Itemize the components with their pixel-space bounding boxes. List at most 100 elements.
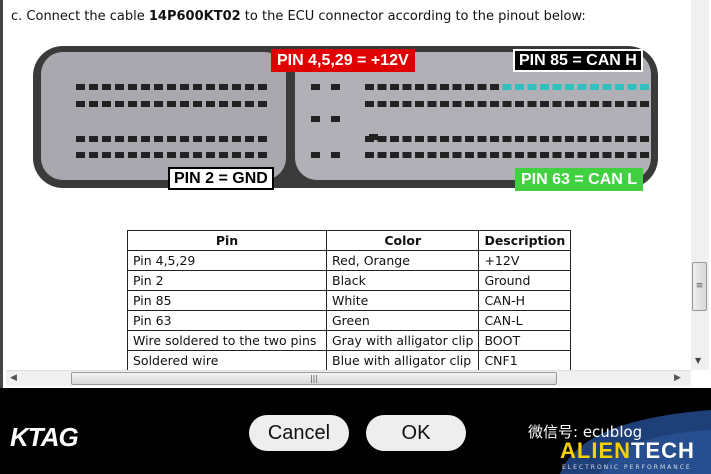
connector-pin: [206, 136, 215, 142]
connector-pin: [615, 84, 624, 90]
connector-pin: [193, 152, 202, 158]
scroll-right-arrow[interactable]: ▶: [674, 373, 681, 383]
scroll-left-arrow[interactable]: ◀: [10, 373, 17, 383]
connector-pin: [258, 136, 267, 142]
connector-pin: [452, 101, 462, 107]
connector-pin: [427, 136, 437, 142]
connector-pin: [515, 152, 524, 158]
callout-power: PIN 4,5,29 = +12V: [271, 49, 415, 72]
callout-can-l: PIN 63 = CAN L: [515, 168, 644, 191]
connector-pin: [602, 136, 612, 142]
connector-pin: [527, 84, 537, 90]
alientech-tagline: ELECTRONIC PERFORMANCE: [562, 464, 692, 471]
connector-pin: [615, 152, 624, 158]
connector-pin: [502, 152, 512, 158]
connector-pin: [128, 136, 137, 142]
callout-gnd: PIN 2 = GND: [168, 167, 274, 190]
cell-color: Red, Orange: [325, 250, 480, 271]
connector-pin: [128, 101, 137, 107]
connector-pin: [180, 136, 189, 142]
connector-pin: [415, 84, 424, 90]
connector-pin: [615, 136, 624, 142]
connector-pin: [477, 136, 487, 142]
connector-pin: [115, 136, 124, 142]
horizontal-scrollbar[interactable]: ◀ ||| ▶: [6, 370, 691, 386]
cell-pin: Pin 63: [127, 310, 327, 331]
wechat-watermark: 微信号: ecublog: [528, 423, 643, 441]
connector-pin: [527, 136, 537, 142]
connector-pin: [415, 136, 424, 142]
connector-pin: [102, 84, 111, 90]
connector-pin: [245, 101, 254, 107]
connector-pin: [365, 84, 374, 90]
connector-pin: [640, 101, 649, 107]
connector-pin: [565, 136, 574, 142]
table-row: Wire soldered to the two pins Gray with a…: [127, 330, 572, 351]
connector-pin: [193, 101, 202, 107]
table-row: Pin 2 Black Ground: [127, 270, 572, 291]
connector-pin: [128, 84, 137, 90]
connector-pin: [540, 136, 549, 142]
table-row: Pin 4,5,29 Red, Orange +12V: [127, 250, 572, 271]
cell-pin: Soldered wire: [127, 350, 327, 371]
cell-pin: Pin 85: [127, 290, 327, 311]
connector-pin: [245, 136, 254, 142]
connector-pin: [540, 152, 549, 158]
connector-pin: [402, 152, 412, 158]
connector-pin: [627, 136, 637, 142]
connector-pin: [440, 84, 449, 90]
connector-pin: [440, 152, 449, 158]
connector-pin: [590, 136, 599, 142]
connector-pin: [502, 136, 512, 142]
connector-pin: [311, 116, 320, 122]
connector-pin: [180, 84, 189, 90]
header-pin: Pin: [127, 230, 327, 251]
vertical-scrollbar[interactable]: ≡ ▼: [691, 0, 709, 370]
connector-pin: [76, 152, 85, 158]
ecu-connector-image: [33, 46, 658, 188]
cell-pin: Pin 2: [127, 270, 327, 291]
connector-pin: [615, 101, 624, 107]
cell-description: +12V: [478, 250, 572, 271]
connector-pin: [640, 152, 649, 158]
connector-pin: [311, 84, 320, 90]
connector-pin: [602, 84, 612, 90]
connector-pin: [465, 84, 474, 90]
content-panel: c. Connect the cable 14P600KT02 to the E…: [0, 0, 711, 388]
connector-pin: [206, 101, 215, 107]
connector-pin: [377, 101, 387, 107]
connector-pin: [490, 84, 499, 90]
vertical-scroll-thumb[interactable]: ≡: [692, 262, 707, 311]
connector-pin: [245, 84, 254, 90]
connector-pin: [577, 152, 587, 158]
connector-pin: [427, 84, 437, 90]
ktag-logo: KTAG: [10, 422, 79, 452]
alientech-logo: ALIENTECH: [560, 438, 695, 463]
connector-pin: [115, 84, 124, 90]
connector-pin: [258, 84, 267, 90]
connector-pin: [89, 136, 98, 142]
connector-pin: [527, 101, 537, 107]
connector-block-left: [41, 52, 286, 180]
connector-pin: [89, 152, 98, 158]
connector-pin: [154, 136, 163, 142]
connector-pin: [258, 152, 267, 158]
connector-pin: [490, 152, 499, 158]
connector-pin: [232, 136, 241, 142]
connector-pin: [154, 84, 163, 90]
connector-pin: [565, 101, 574, 107]
connector-pin: [415, 152, 424, 158]
cancel-button[interactable]: Cancel: [249, 415, 349, 451]
callout-can-h: PIN 85 = CAN H: [513, 49, 643, 72]
instruction-text: c. Connect the cable 14P600KT02 to the E…: [11, 9, 586, 24]
connector-pin: [527, 152, 537, 158]
connector-pin: [402, 101, 412, 107]
horizontal-scroll-thumb[interactable]: |||: [71, 372, 557, 385]
scroll-down-arrow[interactable]: ▼: [695, 356, 702, 365]
connector-pin: [540, 84, 549, 90]
connector-pin: [490, 101, 499, 107]
connector-pin: [331, 152, 340, 158]
connector-pin: [331, 116, 340, 122]
ok-button[interactable]: OK: [366, 415, 466, 451]
connector-pin: [402, 136, 412, 142]
